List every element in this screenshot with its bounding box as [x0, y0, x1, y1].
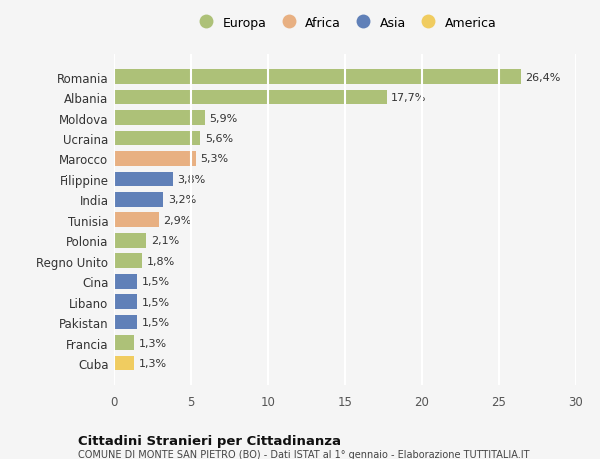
Text: 3,2%: 3,2%	[168, 195, 196, 205]
Text: 5,9%: 5,9%	[209, 113, 238, 123]
Text: Cittadini Stranieri per Cittadinanza: Cittadini Stranieri per Cittadinanza	[78, 434, 341, 447]
Bar	[114, 315, 137, 330]
Bar	[114, 213, 158, 228]
Bar	[114, 336, 134, 350]
Bar	[114, 111, 205, 126]
Bar	[114, 131, 200, 146]
Text: 1,3%: 1,3%	[139, 358, 167, 368]
Bar	[114, 193, 163, 207]
Bar	[114, 90, 386, 105]
Bar	[114, 233, 146, 248]
Text: 17,7%: 17,7%	[391, 93, 427, 103]
Bar	[114, 70, 521, 85]
Text: 1,8%: 1,8%	[146, 256, 175, 266]
Text: 2,1%: 2,1%	[151, 236, 179, 246]
Text: 3,8%: 3,8%	[177, 174, 205, 185]
Text: 1,3%: 1,3%	[139, 338, 167, 348]
Text: 1,5%: 1,5%	[142, 277, 170, 286]
Bar	[114, 295, 137, 309]
Bar	[114, 254, 142, 269]
Bar	[114, 152, 196, 167]
Text: 5,3%: 5,3%	[200, 154, 229, 164]
Text: 1,5%: 1,5%	[142, 297, 170, 307]
Legend: Europa, Africa, Asia, America: Europa, Africa, Asia, America	[188, 12, 502, 35]
Bar	[114, 356, 134, 370]
Bar	[114, 274, 137, 289]
Text: 2,9%: 2,9%	[163, 215, 191, 225]
Bar	[114, 172, 173, 187]
Text: 1,5%: 1,5%	[142, 317, 170, 327]
Text: COMUNE DI MONTE SAN PIETRO (BO) - Dati ISTAT al 1° gennaio - Elaborazione TUTTIT: COMUNE DI MONTE SAN PIETRO (BO) - Dati I…	[78, 449, 530, 459]
Text: 5,6%: 5,6%	[205, 134, 233, 144]
Text: 26,4%: 26,4%	[525, 73, 560, 83]
